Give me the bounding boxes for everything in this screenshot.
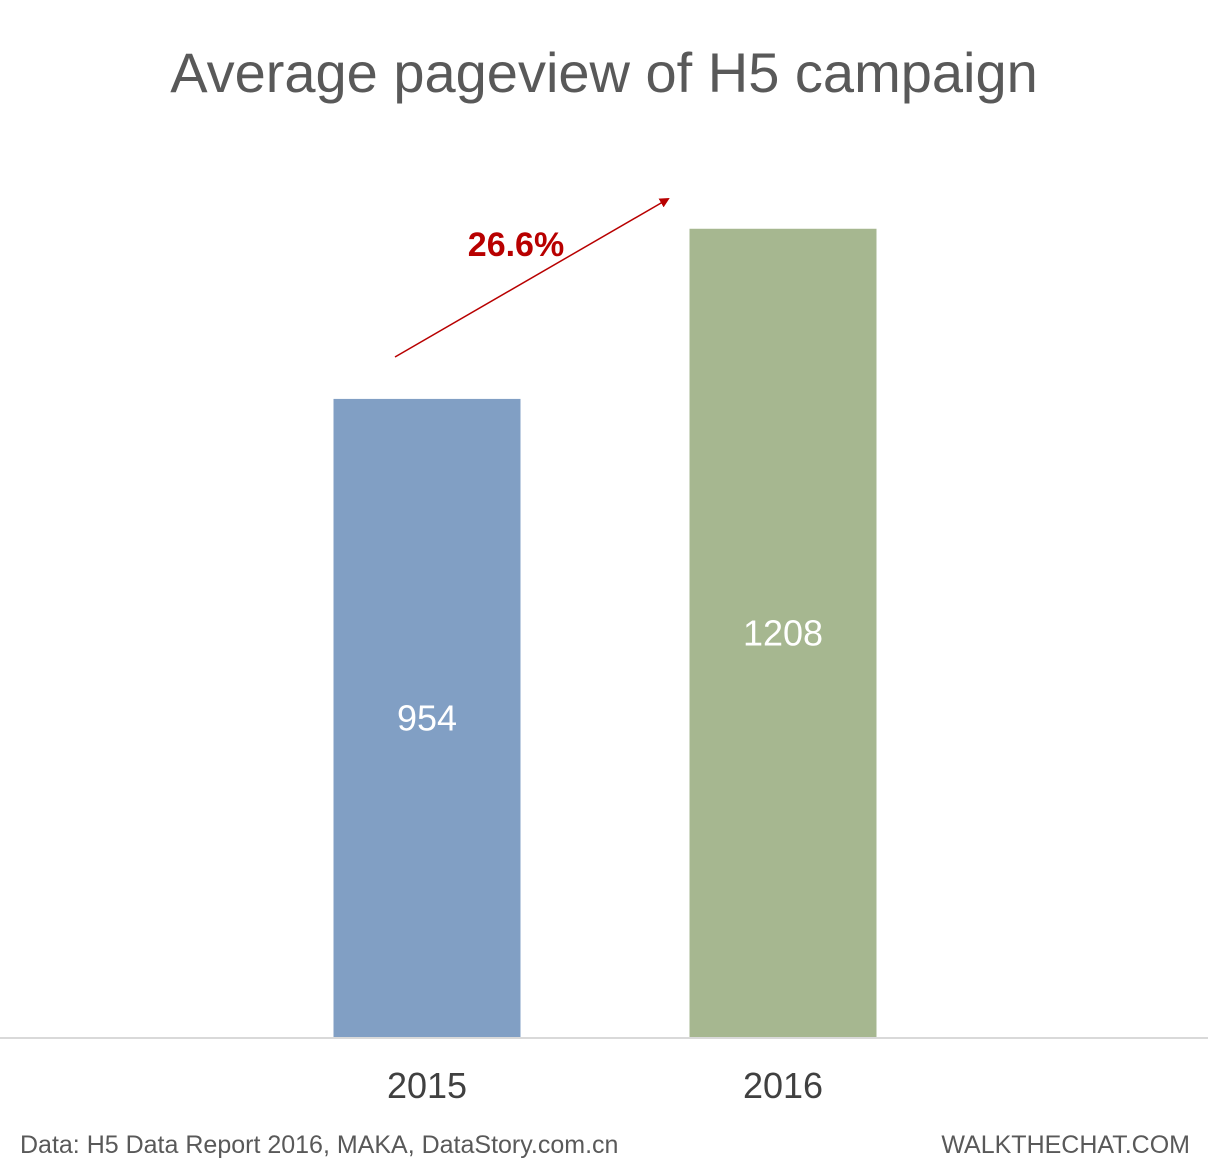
data-label-2015: 954 <box>397 697 457 738</box>
source-note: Data: H5 Data Report 2016, MAKA, DataSto… <box>20 1131 618 1159</box>
bar-2016 <box>689 228 877 1038</box>
data-labels-group: 954 1208 <box>397 612 823 738</box>
x-tick-label-2016: 2016 <box>743 1065 823 1106</box>
growth-annotation-label: 26.6% <box>468 226 564 264</box>
chart-title: Average pageview of H5 campaign <box>170 41 1038 104</box>
x-tick-label-2015: 2015 <box>387 1065 467 1106</box>
bars-group <box>333 228 877 1038</box>
bar-2015 <box>333 398 521 1038</box>
brand-credit: WALKTHECHAT.COM <box>941 1131 1190 1159</box>
x-tick-labels: 2015 2016 <box>387 1065 823 1106</box>
data-label-2016: 1208 <box>743 612 823 653</box>
growth-arrow <box>394 197 670 358</box>
